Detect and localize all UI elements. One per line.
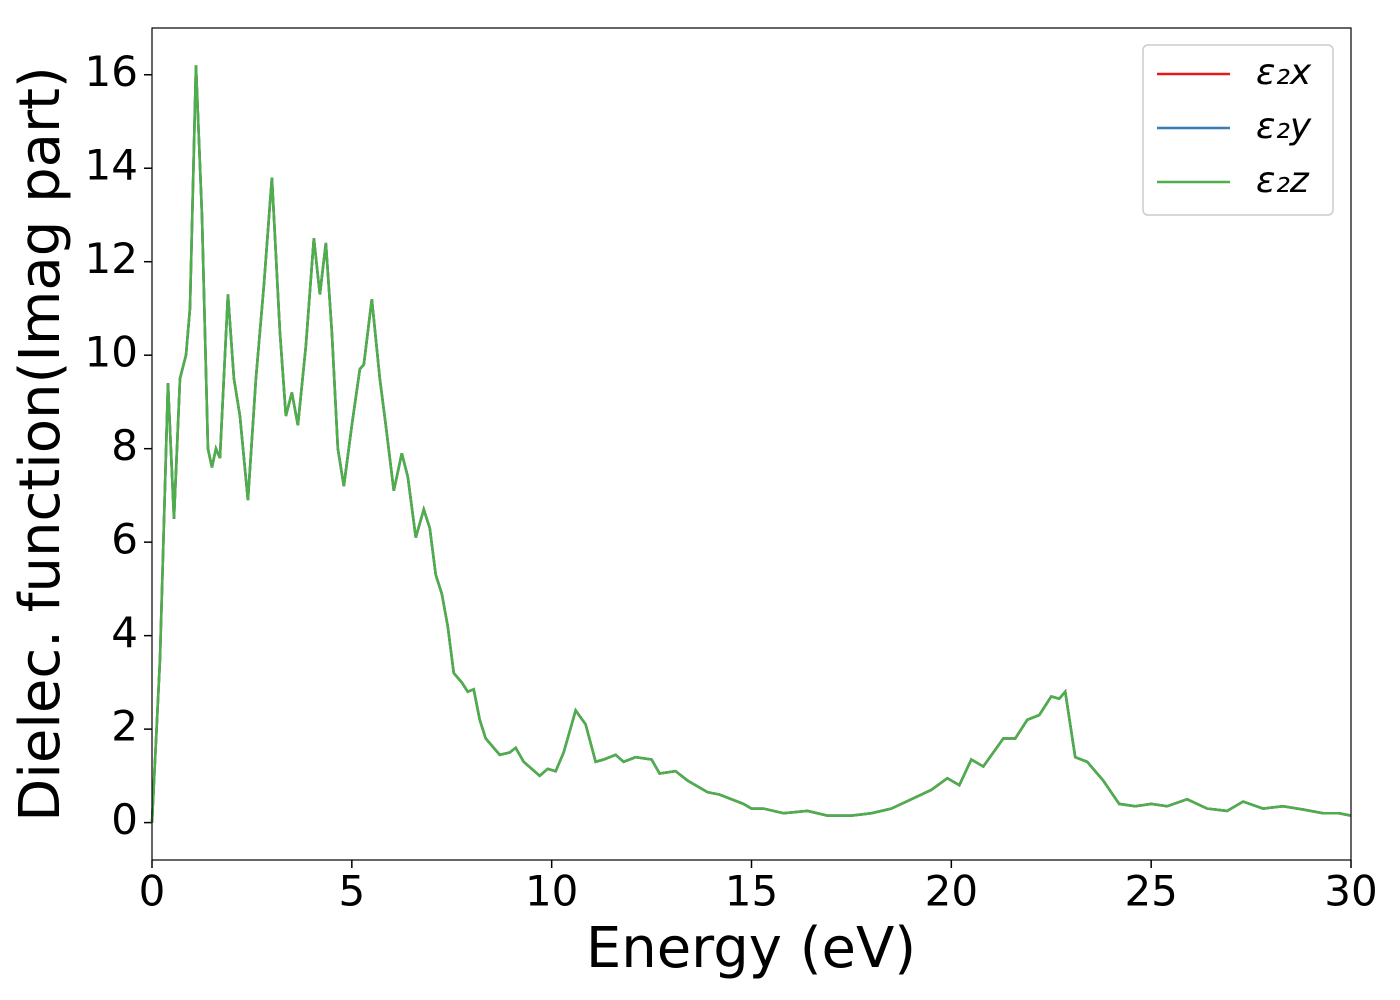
- x-tick-label: 20: [925, 867, 978, 916]
- y-tick-label: 0: [111, 795, 138, 844]
- series-line: [150, 65, 1352, 823]
- y-tick-label: 14: [85, 141, 138, 190]
- y-tick-label: 10: [85, 328, 138, 377]
- y-tick-label: 12: [85, 234, 138, 283]
- y-tick-label: 8: [111, 421, 138, 470]
- y-tick-label: 6: [111, 515, 138, 564]
- x-tick-label: 10: [525, 867, 578, 916]
- y-tick-label: 2: [111, 702, 138, 751]
- x-tick-label: 25: [1124, 867, 1177, 916]
- legend-box: [1142, 44, 1334, 216]
- x-tick-label: 15: [725, 867, 778, 916]
- legend-label: ε₂y: [1256, 106, 1312, 147]
- y-axis-label: Dielec. function(Imag part): [8, 66, 73, 822]
- y-tick-label: 4: [111, 608, 138, 657]
- plot-frame: [151, 27, 1352, 861]
- x-tick-label: 30: [1324, 867, 1377, 916]
- x-axis-label: Energy (eV): [586, 916, 916, 981]
- legend-label: ε₂z: [1256, 160, 1310, 201]
- y-tick-label: 16: [85, 47, 138, 96]
- x-tick-label: 5: [338, 867, 365, 916]
- legend-label: ε₂x: [1256, 52, 1312, 93]
- x-tick-label: 0: [139, 867, 166, 916]
